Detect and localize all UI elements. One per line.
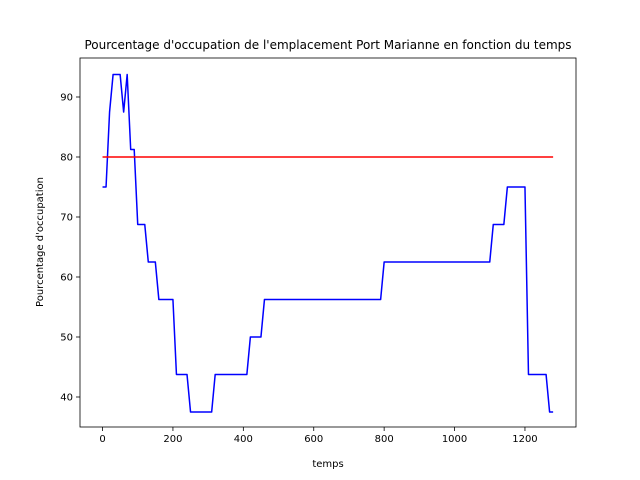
x-tick-label: 800 <box>375 434 394 445</box>
x-axis-label: temps <box>312 459 343 470</box>
y-axis-label: Pourcentage d'occupation <box>35 177 46 307</box>
axis-ticks: 0 200 400 600 800 1000 1200 40 50 60 70 80 90 <box>60 93 537 446</box>
x-tick-label: 0 <box>99 434 105 445</box>
x-tick-label: 400 <box>234 434 253 445</box>
y-tick-label: 40 <box>60 393 73 404</box>
y-tick-label: 60 <box>60 273 73 284</box>
series-line-0 <box>102 73 554 413</box>
x-tick-label: 600 <box>304 434 323 445</box>
y-tick-label: 80 <box>60 153 73 164</box>
y-tick-label: 90 <box>60 93 73 104</box>
y-tick-label: 50 <box>60 333 73 344</box>
x-tick-label: 1200 <box>512 434 537 445</box>
axes-frame <box>79 57 577 428</box>
y-tick-label: 70 <box>60 213 73 224</box>
x-tick-label: 1000 <box>442 434 467 445</box>
x-tick-label: 200 <box>163 434 182 445</box>
chart-title: Pourcentage d'occupation de l'emplacemen… <box>84 38 571 52</box>
